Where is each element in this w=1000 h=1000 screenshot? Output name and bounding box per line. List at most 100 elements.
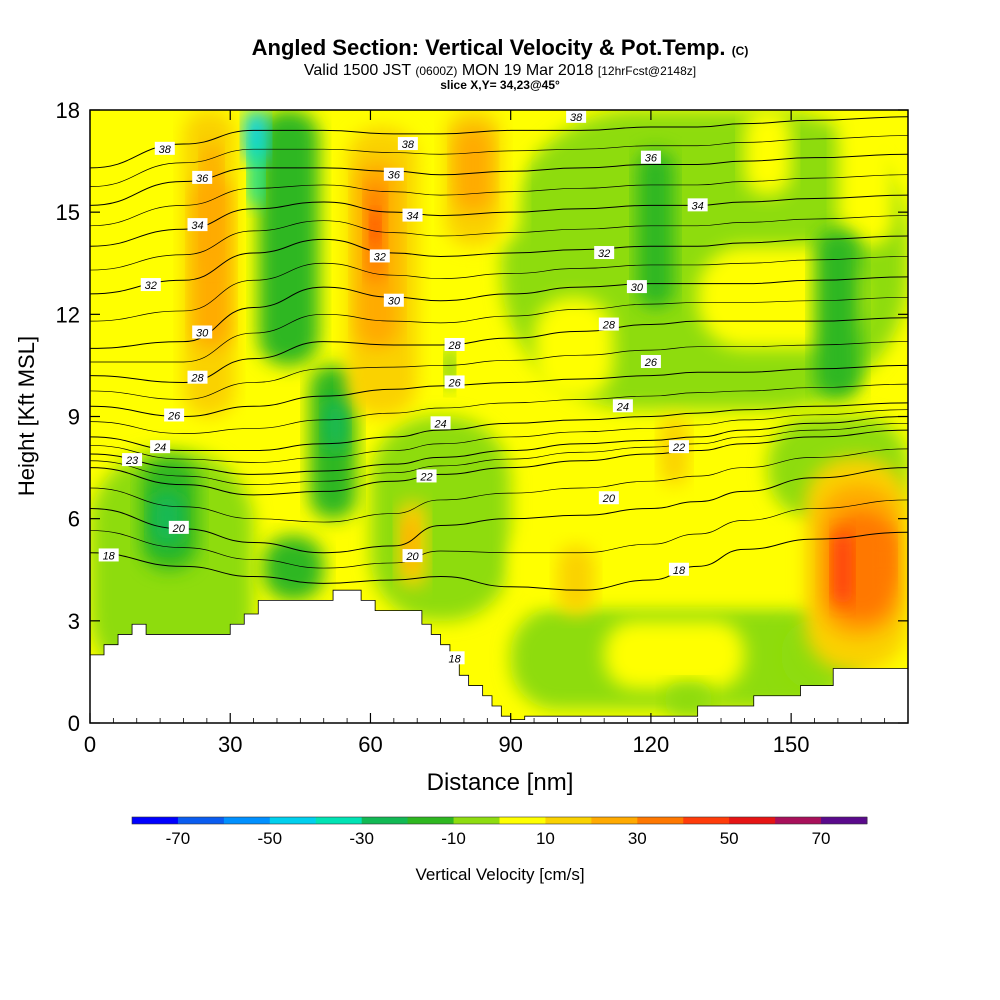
velocity-cell <box>833 532 852 604</box>
contour-label: 24 <box>612 399 633 413</box>
contour-label-box <box>369 249 390 263</box>
contour-label-text: 22 <box>672 442 685 454</box>
contour-labels: 18 20 22 23 24 26 28 30 32 34 36 38 38 38 36 36 34 34 32 32… <box>98 110 708 665</box>
chart-title: Angled Section: Vertical Velocity & Pot.… <box>251 35 726 60</box>
isentrope-34 <box>90 194 908 247</box>
colorbar-bin <box>545 817 592 824</box>
terrain-mask <box>90 589 908 723</box>
contour-label-text: 18 <box>448 653 461 665</box>
contour-label-box <box>383 293 404 307</box>
colorbar-bin <box>177 817 225 824</box>
contour-label-text: 26 <box>644 357 658 369</box>
colorbar-bin <box>821 817 868 824</box>
contour-label: 32 <box>140 278 161 292</box>
contour-label: 18 <box>444 651 465 665</box>
colorbar-bin <box>729 817 776 824</box>
contour-label: 32 <box>369 249 390 263</box>
colorbar-bin <box>775 817 822 824</box>
contour-label-text: 26 <box>447 377 461 389</box>
contour-label-text: 36 <box>388 170 401 182</box>
contour-label: 24 <box>430 416 451 430</box>
colorbar-bin <box>683 817 730 824</box>
velocity-cell <box>604 620 745 689</box>
isentrope-38 <box>90 116 908 169</box>
contour-label-box <box>383 167 404 181</box>
isentrope-minor <box>90 383 908 434</box>
chart-title-line: Angled Section: Vertical Velocity & Pot.… <box>0 36 1000 63</box>
contour-label-text: 28 <box>190 373 204 385</box>
y-tick-label: 12 <box>56 302 80 327</box>
contour-label: 18 <box>98 548 119 562</box>
contour-label-text: 24 <box>616 401 629 413</box>
velocity-cell <box>90 110 175 315</box>
velocity-cell <box>744 110 792 196</box>
contour-label-text: 36 <box>645 153 658 165</box>
contour-label-text: 22 <box>419 471 432 483</box>
colorbar-tick-label: -50 <box>258 829 283 848</box>
colorbar-tick-label: -70 <box>166 829 191 848</box>
colorbar-label: Vertical Velocity [cm/s] <box>415 865 584 884</box>
velocity-cell <box>814 229 862 400</box>
isentrope-minor <box>90 422 908 485</box>
isentrope-36 <box>90 153 908 206</box>
y-tick-label: 18 <box>56 98 80 123</box>
title-block: Angled Section: Vertical Velocity & Pot.… <box>0 36 1000 92</box>
velocity-cell <box>557 545 595 615</box>
velocity-cell <box>202 144 221 264</box>
contour-label-text: 28 <box>447 340 461 352</box>
y-tick-label: 3 <box>68 609 80 634</box>
contour-label: 20 <box>598 491 619 505</box>
colorbar-tick-label: 70 <box>812 829 831 848</box>
colorbar-frame <box>131 816 868 825</box>
contour-label: 20 <box>168 520 189 535</box>
velocity-cell <box>323 399 348 451</box>
velocity-cell <box>370 416 511 621</box>
contour-label: 28 <box>598 317 619 332</box>
contour-label-box <box>154 141 175 155</box>
colorbar-bin <box>407 817 455 824</box>
contour-label: 36 <box>640 150 661 165</box>
colorbar-tick-label: 30 <box>628 829 647 848</box>
contour-label-text: 26 <box>167 410 181 422</box>
contour-label: 36 <box>383 167 404 182</box>
contour-label-text: 30 <box>196 327 209 339</box>
contour-label-text: 38 <box>402 139 415 151</box>
y-tick-label: 15 <box>56 200 80 225</box>
contour-label: 34 <box>402 208 423 223</box>
contour-label-box <box>612 399 633 413</box>
isentrope-20 <box>90 467 908 554</box>
contour-label-box <box>566 110 587 123</box>
isentrope-22 <box>90 429 908 496</box>
contour-label-text: 20 <box>172 523 186 535</box>
y-axis-label: Height [Kft MSL] <box>14 336 39 496</box>
colorbar-bin <box>361 817 409 824</box>
x-tick-label: 150 <box>773 732 810 757</box>
velocity-cell <box>370 212 380 247</box>
isentrope-minor <box>90 215 908 271</box>
y-tick-label: 6 <box>68 507 80 532</box>
contour-label: 30 <box>383 293 404 308</box>
contour-label: 38 <box>397 137 418 151</box>
contour-label-box <box>430 416 451 430</box>
contour-label-text: 34 <box>191 220 203 232</box>
valid-time-line: Valid 1500 JST (0600Z) MON 19 Mar 2018 [… <box>0 63 1000 79</box>
contour-label-box <box>187 218 208 232</box>
contour-label-text: 20 <box>405 551 419 563</box>
contour-label-text: 20 <box>602 493 616 505</box>
contour-label-box <box>164 408 185 422</box>
contour-label-box <box>598 491 619 505</box>
colorbar-bin <box>637 817 684 824</box>
isentrope-minor <box>90 499 908 569</box>
contour-label: 28 <box>187 370 208 385</box>
velocity-cell <box>248 144 263 206</box>
contour-label-box <box>416 469 437 483</box>
contour-label-box <box>402 549 423 563</box>
contour-label-text: 23 <box>125 455 139 467</box>
contour-label-box <box>192 170 213 184</box>
plot-area: 18 20 22 23 24 26 28 30 32 34 36 38 38 38 36 36 34 34 32 32… <box>90 110 908 723</box>
contour-label: 36 <box>192 170 213 185</box>
contour-label-text: 28 <box>602 320 616 332</box>
isentrope-minor <box>90 341 908 400</box>
contour-label: 26 <box>640 355 661 369</box>
isentrope-26 <box>90 364 908 418</box>
